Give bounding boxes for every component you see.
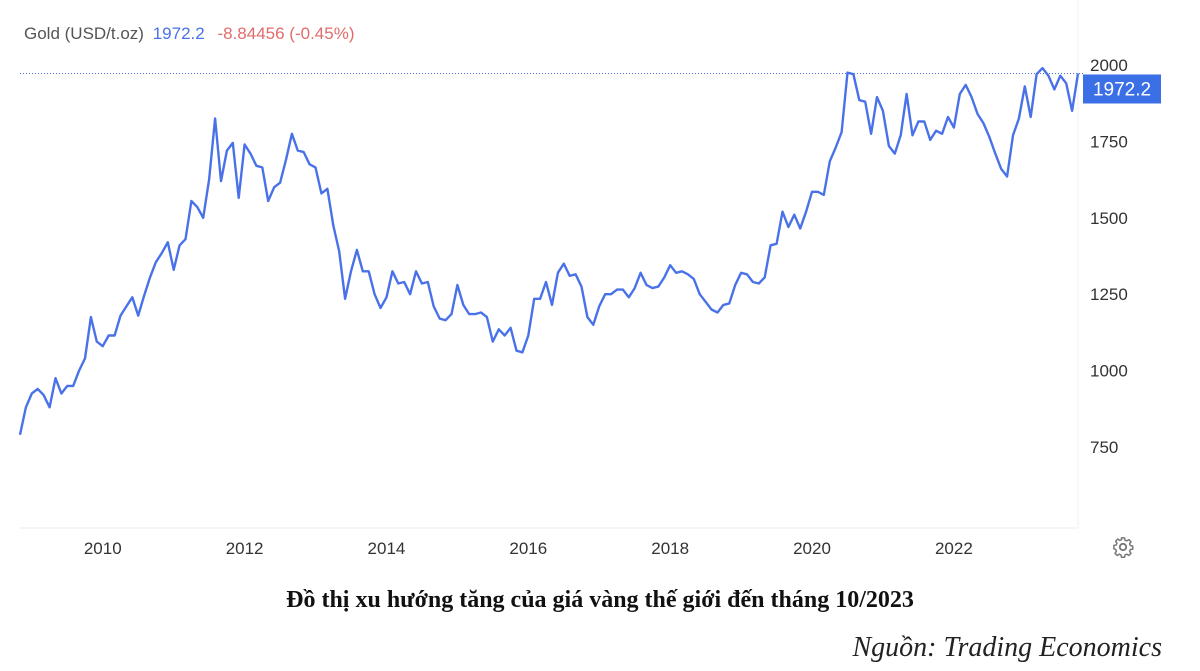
x-tick-label: 2010	[84, 539, 122, 558]
y-tick-label: 1250	[1090, 285, 1128, 304]
gold-price-chart: 750 1000 1250 1500 1750 2000 2010 2012 2014 2016 2…	[18, 0, 1161, 558]
x-tick-label: 2012	[226, 539, 264, 558]
y-tick-label: 1500	[1090, 209, 1128, 228]
settings-gear-icon[interactable]	[1112, 536, 1134, 558]
y-tick-label: 2000	[1090, 56, 1128, 75]
y-tick-label: 1000	[1090, 362, 1128, 381]
x-tick-label: 2016	[509, 539, 547, 558]
source-note: Nguồn: Trading Economics	[852, 632, 1162, 663]
gold-price-line	[18, 66, 1080, 436]
x-tick-label: 2014	[368, 539, 406, 558]
current-price: 1972.2	[152, 24, 205, 43]
chart-header: Gold (USD/t.oz) 1972.2 -8.84456 (-0.45%)	[24, 24, 354, 44]
last-value-label-box	[1083, 74, 1161, 104]
last-value-label: 1972.2	[1093, 79, 1151, 100]
y-tick-label: 1750	[1090, 132, 1128, 151]
x-tick-label: 2018	[651, 539, 689, 558]
y-tick-label: 750	[1090, 438, 1118, 457]
x-tick-label: 2022	[935, 539, 973, 558]
x-tick-label: 2020	[793, 539, 831, 558]
price-change: -8.84456 (-0.45%)	[217, 24, 355, 43]
chart-caption: Đồ thị xu hướng tăng của giá vàng thế gi…	[286, 587, 914, 613]
instrument-name: Gold (USD/t.oz)	[24, 24, 144, 43]
